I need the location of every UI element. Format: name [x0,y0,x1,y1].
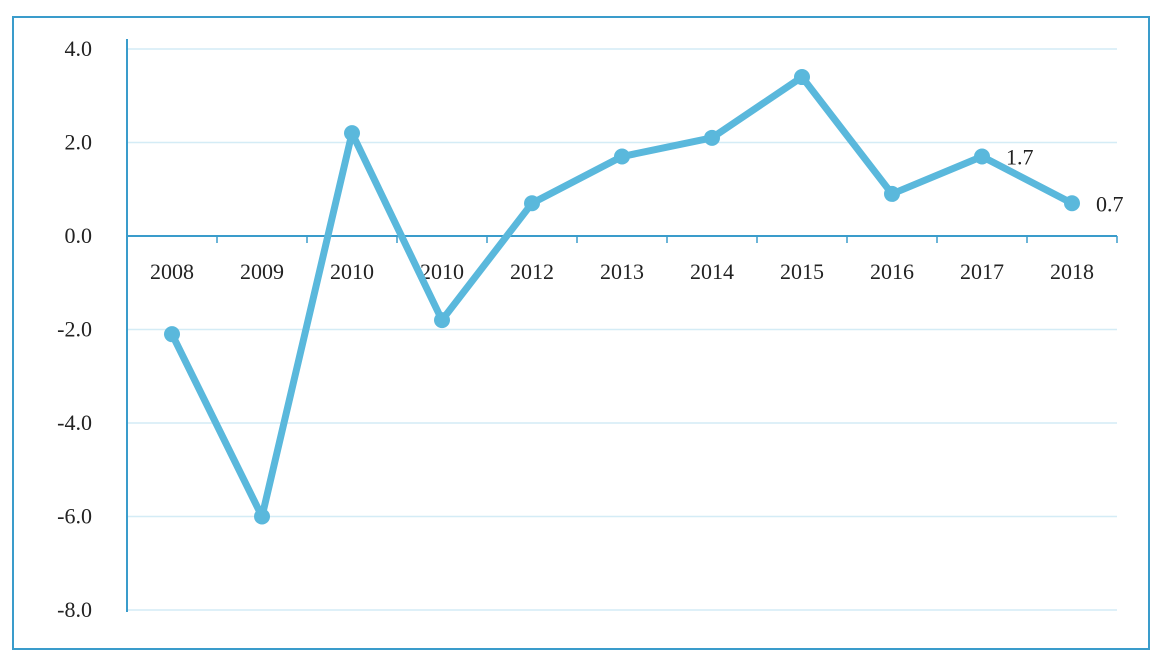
x-tick-label: 2008 [150,259,194,284]
x-tick-label: 2010 [330,259,374,284]
data-point [524,195,540,212]
data-point [164,326,180,343]
y-tick-label: -2.0 [57,317,92,342]
y-tick-label: -6.0 [57,504,92,529]
data-label: 0.7 [1096,191,1124,216]
x-tick-label: 2017 [960,259,1004,284]
gridlines [127,48,1117,611]
data-point [344,125,360,142]
y-tick-label: -8.0 [57,597,92,622]
data-point [974,148,990,165]
x-tick-label: 2014 [690,259,734,284]
series-line-layer [164,69,1080,525]
x-tick-label: 2018 [1050,259,1094,284]
chart-frame [12,16,1150,650]
data-point [884,185,900,202]
labels-layer: 1.7 0.7 [1006,145,1124,217]
data-point [254,508,270,525]
x-tick-label: 2009 [240,259,284,284]
x-tick-label: 2016 [870,259,914,284]
data-point [434,312,450,329]
data-point [1064,195,1080,212]
x-tick-label: 2015 [780,259,824,284]
x-tick-label: 2010 [420,259,464,284]
data-point [704,129,720,146]
x-tick-label: 2013 [600,259,644,284]
y-tick-label: 2.0 [65,130,93,155]
axes: 4.0 2.0 0.0 -2.0 -4.0 -6.0 -8.0 2008 2009 2010 201… [57,36,1118,622]
x-tick-label: 2012 [510,259,554,284]
y-tick-label: -4.0 [57,410,92,435]
data-label: 1.7 [1006,145,1034,170]
y-tick-label: 4.0 [65,36,93,61]
data-point [794,69,810,86]
data-point [614,148,630,165]
y-tick-label: 0.0 [65,223,93,248]
